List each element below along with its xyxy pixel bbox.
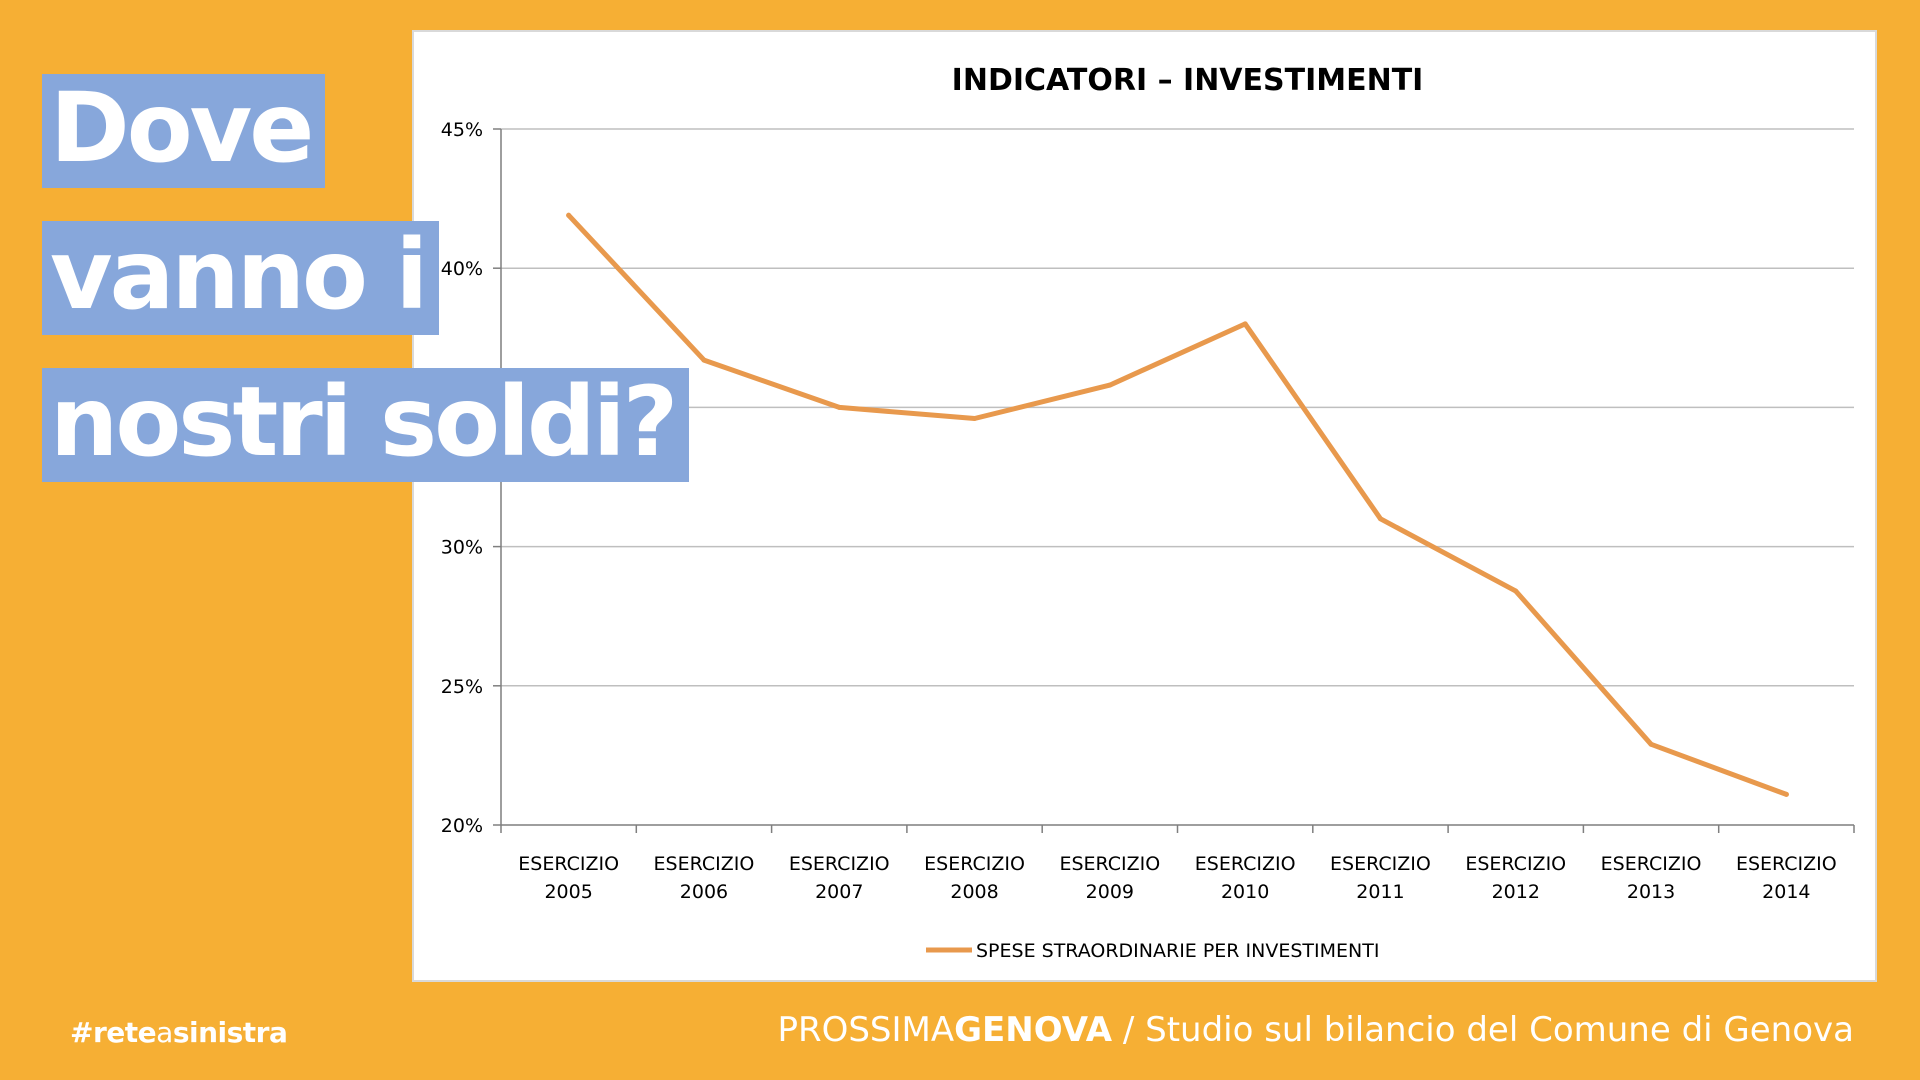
y-tick-label: 20% xyxy=(441,815,483,837)
x-tick-label: ESERCIZIO xyxy=(1195,853,1296,875)
x-tick-label: ESERCIZIO xyxy=(1601,853,1702,875)
data-point xyxy=(701,357,707,363)
x-tick-label: ESERCIZIO xyxy=(924,853,1025,875)
x-tick-label: ESERCIZIO xyxy=(1330,853,1431,875)
y-tick-label: 30% xyxy=(441,537,483,559)
x-tick-label: 2013 xyxy=(1627,881,1675,903)
x-tick-label: 2006 xyxy=(680,881,728,903)
chart-panel: INDICATORI – INVESTIMENTI20%25%30%35%40%… xyxy=(412,30,1877,982)
x-tick-label: 2008 xyxy=(950,881,998,903)
y-tick-label: 40% xyxy=(441,258,483,280)
x-tick-label: 2010 xyxy=(1221,881,1269,903)
data-point xyxy=(1648,741,1654,747)
headline: Dove vanno i nostri soldi? xyxy=(42,74,690,515)
footer-subtitle: / Studio sul bilancio del Comune di Geno… xyxy=(1112,1010,1854,1050)
x-tick-label: 2012 xyxy=(1492,881,1540,903)
data-point xyxy=(836,404,842,410)
data-point xyxy=(1377,516,1383,522)
data-point xyxy=(1783,791,1789,797)
footer-brand-bold: GENOVA xyxy=(954,1010,1113,1050)
data-point xyxy=(972,416,978,422)
data-point xyxy=(566,212,572,218)
headline-line-1: Dove xyxy=(42,74,326,188)
x-tick-label: 2007 xyxy=(815,881,863,903)
legend-label: SPESE STRAORDINARIE PER INVESTIMENTI xyxy=(976,940,1379,962)
hashtag-part-3: sinistra xyxy=(172,1016,288,1049)
y-tick-label: 45% xyxy=(441,119,483,141)
x-tick-label: 2014 xyxy=(1762,881,1810,903)
x-tick-label: ESERCIZIO xyxy=(1059,853,1160,875)
x-tick-label: ESERCIZIO xyxy=(1736,853,1837,875)
y-tick-label: 25% xyxy=(441,676,483,698)
line-chart: INDICATORI – INVESTIMENTI20%25%30%35%40%… xyxy=(441,63,1855,962)
footer-brand-light: PROSSIMA xyxy=(777,1010,955,1050)
data-point xyxy=(1107,382,1113,388)
x-tick-label: ESERCIZIO xyxy=(789,853,890,875)
x-tick-label: 2005 xyxy=(544,881,592,903)
x-tick-label: ESERCIZIO xyxy=(654,853,755,875)
x-tick-label: ESERCIZIO xyxy=(1465,853,1566,875)
x-tick-label: 2009 xyxy=(1086,881,1134,903)
hashtag-part-1: #rete xyxy=(70,1016,157,1049)
headline-line-3: nostri soldi? xyxy=(42,368,690,482)
series-line xyxy=(566,212,1789,797)
chart-title: INDICATORI – INVESTIMENTI xyxy=(952,63,1424,98)
data-point xyxy=(1513,588,1519,594)
hashtag-part-2: a xyxy=(156,1016,173,1049)
x-tick-label: ESERCIZIO xyxy=(518,853,619,875)
data-point xyxy=(1242,321,1248,327)
headline-line-2: vanno i xyxy=(42,221,440,335)
x-tick-label: 2011 xyxy=(1356,881,1404,903)
hashtag: #reteasinistra xyxy=(70,1016,288,1049)
footer: PROSSIMAGENOVA / Studio sul bilancio del… xyxy=(777,1010,1854,1050)
